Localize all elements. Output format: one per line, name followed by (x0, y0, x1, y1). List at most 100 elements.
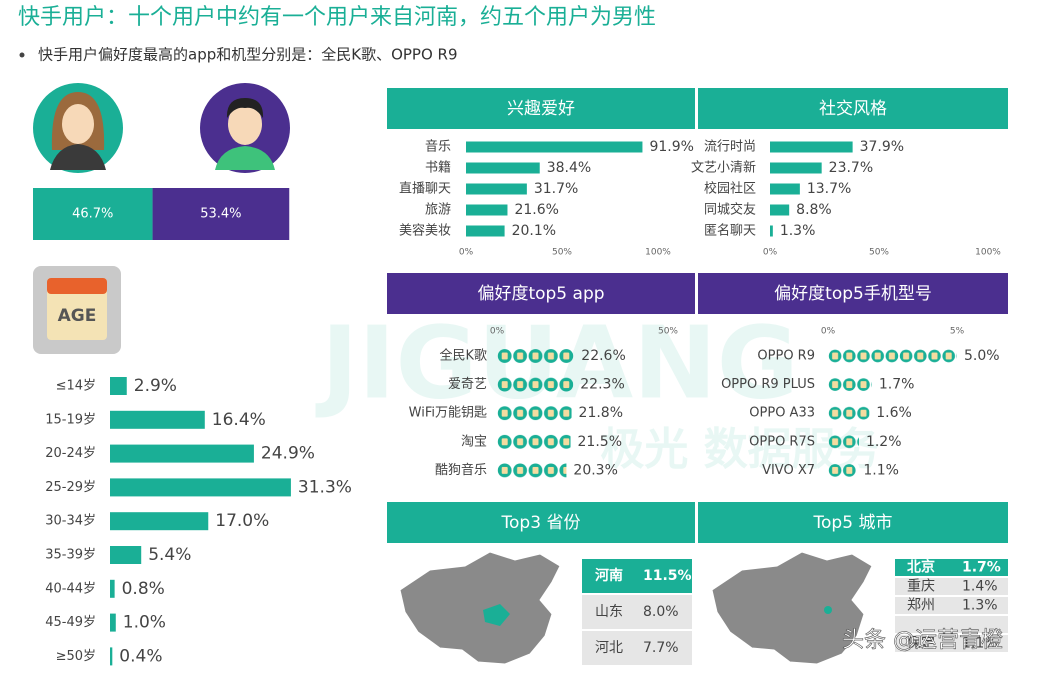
category-label: OPPO R7S (749, 434, 815, 449)
value-label: 1.2% (866, 434, 902, 450)
x-tick-label: 100% (975, 248, 1001, 258)
panel-title: 兴趣爱好 (507, 99, 575, 119)
value-label: 31.7% (534, 181, 578, 197)
value-label: 24.9% (261, 444, 315, 464)
pictogram-bar (828, 341, 957, 371)
bar (110, 546, 142, 564)
value-label: 37.9% (860, 139, 904, 155)
bullet (19, 52, 25, 58)
table-category: 郑州 (907, 598, 935, 614)
bar (110, 579, 115, 598)
x-tick-label: 0% (490, 327, 505, 337)
category-label: ≤14岁 (56, 379, 96, 394)
pictogram-bar (497, 427, 571, 457)
bar (110, 613, 116, 632)
bar (466, 225, 505, 237)
bar (110, 377, 127, 395)
bar (770, 183, 800, 195)
pictogram-bar (497, 398, 572, 428)
x-tick-label: 0% (459, 248, 474, 258)
category-label: 文艺小清新 (691, 160, 756, 176)
age-icon (33, 266, 121, 354)
x-tick-label: 5% (950, 327, 965, 337)
value-label: 0.8% (122, 579, 165, 599)
panel-header (387, 273, 695, 314)
panel-header (698, 88, 1008, 129)
bar (466, 204, 508, 216)
category-label: 30-34岁 (45, 514, 96, 529)
table-value: 8.0% (643, 604, 679, 620)
panel-header (387, 88, 695, 129)
category-label: VIVO X7 (762, 463, 815, 478)
bar (110, 444, 254, 463)
category-label: 同城交友 (704, 202, 756, 218)
panel-header (698, 273, 1008, 314)
table-category: 山东 (595, 604, 623, 620)
value-label: 21.6% (514, 202, 558, 218)
table-value: 7.7% (643, 640, 679, 656)
value-label: 21.5% (578, 434, 622, 450)
value-label: 53.4% (200, 207, 241, 222)
male-icon (200, 83, 290, 173)
page-title: 快手用户：十个用户中约有一个用户来自河南，约五个用户为男性 (18, 5, 656, 30)
province-map (399, 551, 561, 665)
x-tick-label: 50% (658, 327, 678, 337)
category-label: 匿名聊天 (704, 223, 756, 239)
category-label: 45-49岁 (45, 615, 96, 630)
pictogram-bar (497, 370, 574, 399)
category-label: 美容美妆 (399, 223, 451, 239)
stacked-segment (152, 188, 290, 240)
value-label: 20.1% (512, 223, 556, 239)
bar (770, 204, 790, 216)
pictogram-bar (497, 456, 567, 485)
table-row (895, 578, 1008, 595)
bar (110, 410, 205, 429)
category-label: 15-19岁 (45, 412, 96, 427)
table-category: 河南 (595, 567, 623, 584)
table-row (895, 635, 1008, 652)
x-tick-label: 50% (552, 248, 572, 258)
x-tick-label: 0% (763, 248, 778, 258)
value-label: 22.6% (581, 348, 625, 364)
value-label: 22.3% (580, 377, 624, 393)
pictogram-bar (828, 456, 857, 485)
table-row (582, 559, 692, 593)
value-label: 16.4% (212, 410, 266, 430)
value-label: 2.9% (134, 376, 177, 396)
category-label: 全民K歌 (439, 348, 487, 364)
category-label: OPPO A33 (749, 406, 815, 421)
category-label: 酷狗音乐 (435, 462, 487, 478)
panel-title: Top3 省份 (501, 513, 581, 533)
table-row (895, 597, 1008, 614)
table-row (582, 631, 692, 665)
value-label: 23.7% (829, 160, 873, 176)
table-value: 11.5% (643, 568, 692, 584)
bar (770, 141, 853, 153)
icon-title: AGE (58, 306, 97, 326)
pictogram-bar (497, 341, 575, 371)
category-label: 20-24岁 (45, 446, 96, 461)
table-category: 保定 (907, 636, 935, 652)
female-icon (33, 83, 123, 173)
x-tick-label: 100% (645, 248, 671, 258)
category-label: OPPO R9 PLUS (721, 377, 815, 392)
bar (110, 512, 209, 531)
value-label: 5.4% (148, 545, 191, 565)
value-label: 46.7% (72, 207, 113, 222)
panel-title: Top5 城市 (813, 513, 893, 533)
category-label: 淘宝 (461, 434, 487, 449)
value-label: 0.4% (119, 646, 162, 666)
value-label: 13.7% (807, 181, 851, 197)
value-label: 91.9% (649, 139, 693, 155)
table-value: 1.4% (962, 579, 998, 595)
value-label: 1.3% (780, 223, 816, 239)
table-row (895, 616, 1008, 633)
category-label: 40-44岁 (45, 581, 96, 596)
watermark-credit: 头条 @运营青橙 (842, 628, 1003, 653)
panel-title: 偏好度top5 app (477, 284, 604, 304)
category-label: 书籍 (425, 160, 451, 176)
value-label: 1.6% (876, 405, 912, 421)
table-value: 1.7% (962, 560, 1001, 576)
category-label: 旅游 (425, 203, 451, 218)
pictogram-bar (828, 398, 870, 428)
